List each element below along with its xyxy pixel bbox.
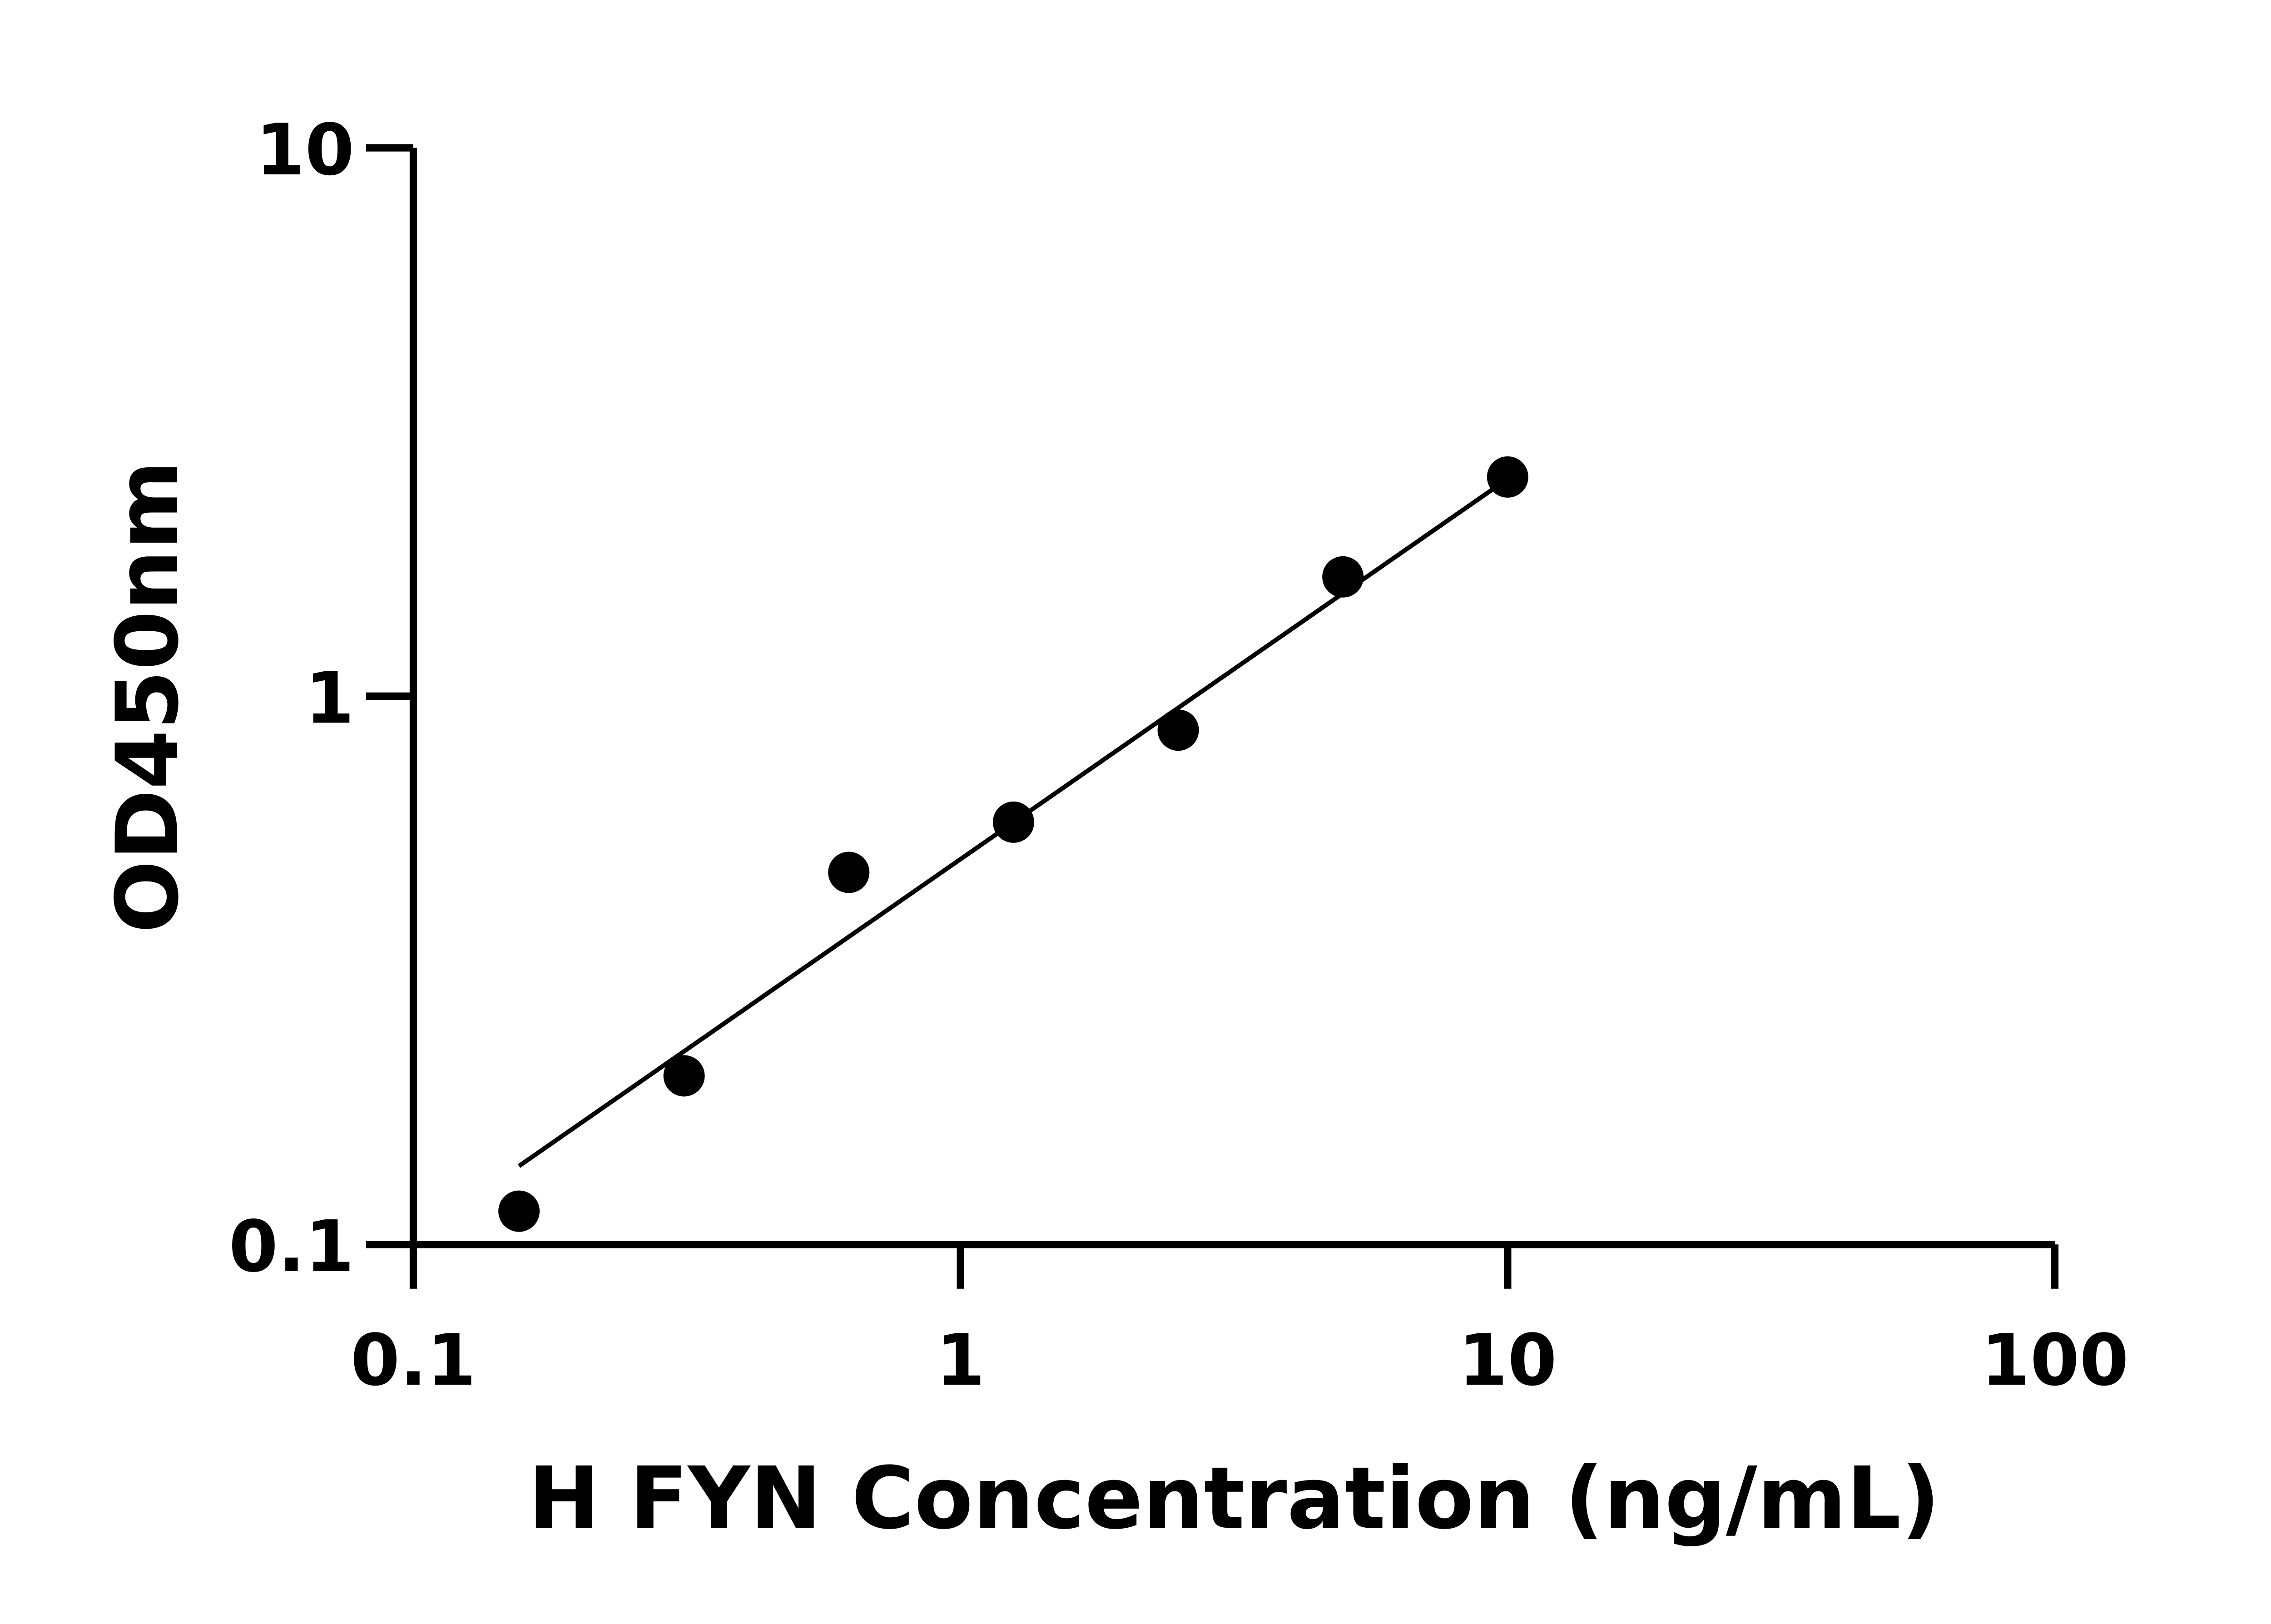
y-tick-label: 1 <box>305 657 354 739</box>
data-point <box>828 852 870 893</box>
x-tick-label: 1 <box>936 1319 985 1401</box>
data-point <box>1322 556 1364 598</box>
x-tick-label: 0.1 <box>351 1319 476 1401</box>
axes <box>409 148 2055 1248</box>
y-tick-label: 10 <box>256 109 354 191</box>
x-axis-label: H FYN Concentration (ng/mL) <box>528 1449 1940 1548</box>
y-tick-label: 0.1 <box>229 1205 354 1288</box>
data-point <box>992 801 1034 843</box>
data-point <box>663 1055 705 1097</box>
data-point <box>498 1190 540 1232</box>
x-tick-label: 10 <box>1458 1319 1557 1401</box>
ticks: 0.1 1 10 100 0.1 1 10 <box>229 109 2129 1401</box>
data-point <box>1157 709 1199 751</box>
x-tick-label: 100 <box>1981 1319 2129 1401</box>
y-axis-label: OD450nm <box>98 460 198 933</box>
data-point <box>1487 456 1528 498</box>
marks <box>498 456 1528 1232</box>
